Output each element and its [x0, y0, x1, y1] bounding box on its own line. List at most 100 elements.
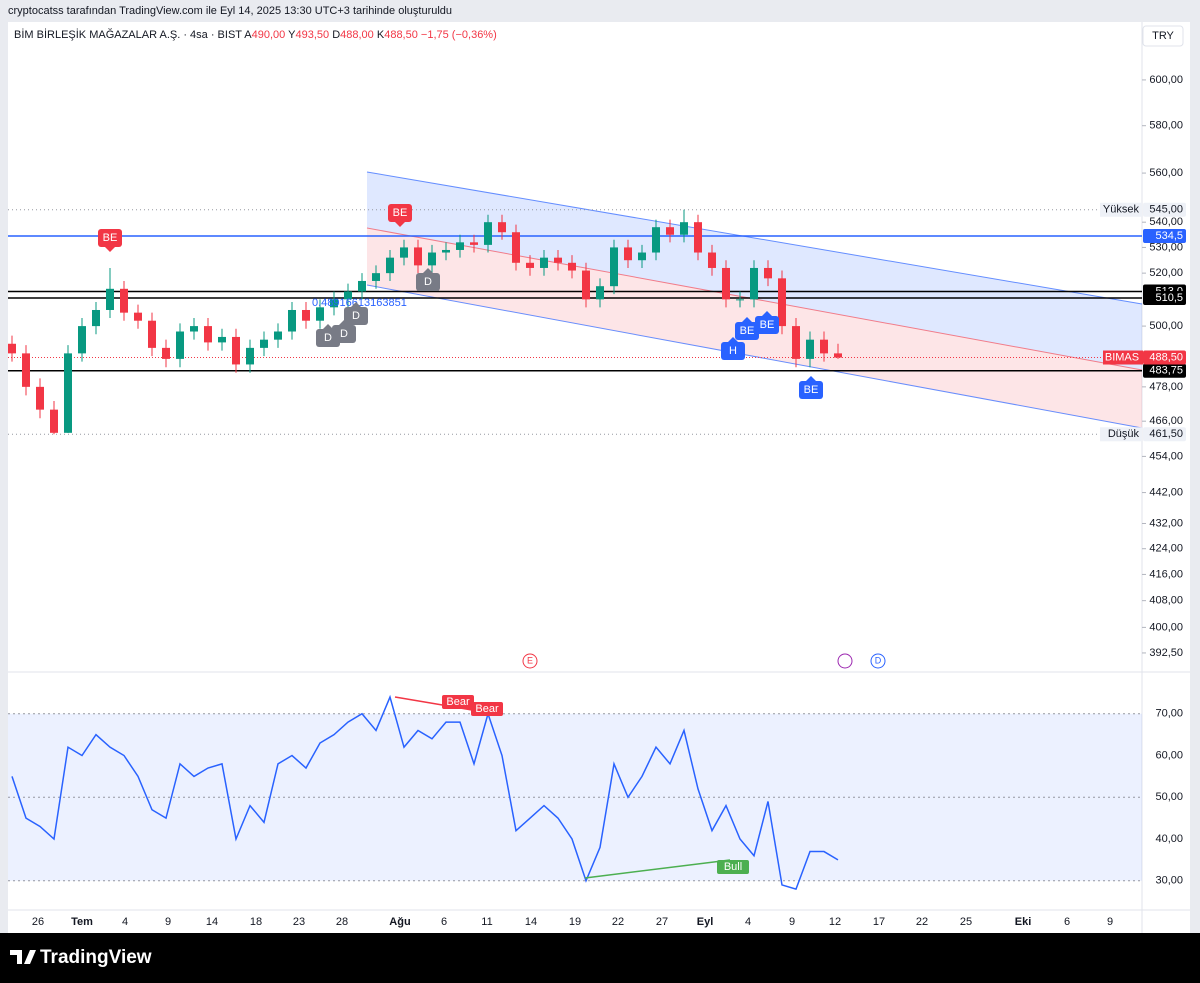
marker-label: D [352, 310, 360, 322]
y-tick-label: 400,00 [1149, 621, 1183, 633]
marker-pointer [351, 302, 361, 307]
candle-body [64, 353, 72, 433]
y-tick-label: 70,00 [1155, 708, 1183, 720]
candle-body [92, 309, 100, 327]
candle-body [288, 309, 296, 332]
candle-body [638, 252, 646, 261]
ohlc-key: A [244, 29, 252, 41]
y-tick-label: 40,00 [1155, 833, 1183, 845]
marker-pointer [395, 222, 405, 227]
extreme-name: Yüksek [1103, 204, 1140, 216]
event-icon [837, 653, 853, 669]
candle-body [106, 288, 114, 310]
rsi-line [11, 694, 839, 891]
candle-body [218, 336, 226, 343]
x-tick-label: Eyl [697, 916, 714, 928]
ohlc-value: 488,50 [384, 29, 418, 41]
channel-line [366, 284, 1143, 429]
candle-body [764, 267, 772, 279]
x-tick-label: 6 [1064, 916, 1070, 928]
price-tag-label: 488,50 [1149, 351, 1183, 363]
candle-body [120, 288, 128, 313]
candle-body [582, 270, 590, 300]
candle-body [526, 262, 534, 268]
marker-label: BE [103, 232, 118, 244]
price-tag-label: 510,5 [1155, 292, 1183, 304]
marker-pointer [762, 311, 772, 316]
candle-body [8, 343, 16, 354]
candle-body [176, 331, 184, 359]
x-tick-label: 4 [122, 916, 128, 928]
marker-label: BE [804, 384, 819, 396]
currency-box [1142, 25, 1184, 47]
marker [799, 381, 823, 399]
event-label: E [527, 655, 533, 665]
candle-body [302, 309, 310, 321]
candle-body [568, 262, 576, 271]
candle-body [372, 273, 380, 281]
y-tick-label: 442,00 [1149, 486, 1183, 498]
ohlc-key: D [332, 29, 340, 41]
change: −1,75 (−0,36%) [421, 29, 497, 41]
y-tick-label: 520,00 [1149, 267, 1183, 279]
x-tick-label: 22 [916, 916, 928, 928]
caption: cryptocatss tarafından TradingView.com i… [8, 5, 453, 17]
price-tag-label: 534,5 [1155, 230, 1183, 242]
candle-body [386, 257, 394, 274]
x-tick-label: 9 [789, 916, 795, 928]
candle-body [722, 267, 730, 300]
marker-pointer [105, 247, 115, 252]
y-tick-label: 540,00 [1149, 216, 1183, 228]
fib-label: 0.48916613163851 [312, 297, 407, 309]
candle-body [624, 247, 632, 261]
candle-body [344, 291, 352, 300]
candle-body [330, 299, 338, 308]
footer [0, 933, 1200, 983]
price-tag-label: 545,00 [1149, 204, 1183, 216]
x-tick-label: 4 [745, 916, 751, 928]
candle-body [596, 286, 604, 300]
annotation-box [471, 702, 503, 716]
x-tick-label: Eki [1015, 916, 1032, 928]
x-tick-label: 9 [165, 916, 171, 928]
x-tick-label: 25 [960, 916, 972, 928]
y-tick-label: 408,00 [1149, 595, 1183, 607]
symbol: BİM BİRLEŞİK MAĞAZALAR A.Ş. · 4sa · BIST [14, 28, 242, 41]
candle-body [512, 232, 520, 263]
x-tick-label: 28 [336, 916, 348, 928]
y-tick-label: 432,00 [1149, 517, 1183, 529]
y-tick-label: 530,00 [1149, 241, 1183, 253]
price-tag-label: 461,50 [1149, 428, 1183, 440]
symbol-line: BİM BİRLEŞİK MAĞAZALAR A.Ş. · 4sa · BIST… [14, 28, 497, 41]
price-tag [1143, 427, 1186, 442]
candle-body [652, 227, 660, 253]
symbol-tag [1103, 350, 1143, 365]
marker [755, 316, 779, 334]
candle-body [484, 222, 492, 245]
candle-body [820, 339, 828, 354]
candle-body [134, 312, 142, 321]
marker-pointer [323, 324, 333, 329]
marker-label: BE [393, 207, 408, 219]
x-tick-label: 22 [612, 916, 624, 928]
marker-label: D [324, 332, 332, 344]
annotation: Bear [475, 703, 499, 715]
candle-body [736, 299, 744, 301]
x-tick-label: 26 [32, 916, 44, 928]
candle-body [792, 326, 800, 359]
x-tick-label: Tem [71, 916, 93, 928]
candle-body [204, 326, 212, 343]
price-tag [1143, 229, 1186, 244]
extreme-name: Düşük [1108, 428, 1140, 440]
price-tag [1143, 291, 1186, 306]
brand: TradingView [40, 947, 152, 968]
marker [388, 204, 412, 222]
candle-body [148, 320, 156, 348]
marker-label: BE [740, 325, 755, 337]
extreme-box [1100, 427, 1142, 442]
channel-line [366, 171, 1143, 305]
y-tick-label: 60,00 [1155, 749, 1183, 761]
y-tick-label: 416,00 [1149, 568, 1183, 580]
x-tick-label: 14 [525, 916, 537, 928]
